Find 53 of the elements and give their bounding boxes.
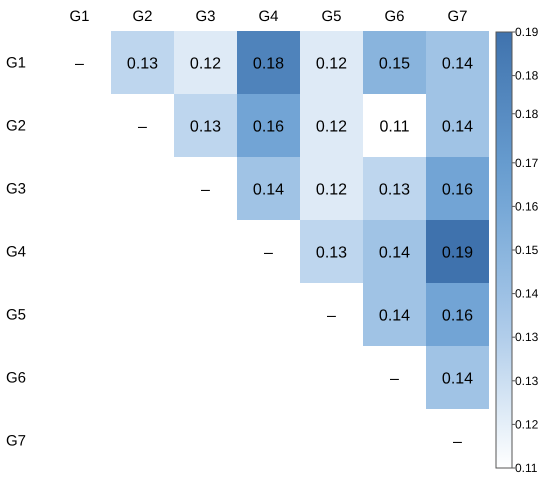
- y-tick-label: G4: [6, 244, 26, 260]
- text: –: [264, 244, 273, 262]
- x-tick-label: G3: [195, 8, 216, 25]
- data-label: 0.16: [442, 308, 474, 324]
- data-label: 0.12: [316, 118, 348, 136]
- data-label: 0.19: [442, 244, 474, 262]
- x-tick-label: G5: [321, 8, 342, 25]
- y-tick-label: G3: [6, 180, 26, 198]
- y-tick-label: G7: [6, 432, 26, 450]
- data-label: 0.16: [442, 182, 474, 198]
- data-label: 0.14: [378, 244, 410, 262]
- color-bar-label: 0.14: [515, 286, 539, 301]
- color-bar-label: 0.13: [515, 330, 539, 344]
- data-label: 0.13: [378, 182, 410, 198]
- color-bar-label: 0.19: [515, 25, 539, 39]
- data-label: 0.14: [442, 370, 474, 388]
- color-bar-label: 0.18: [515, 106, 539, 121]
- text: –: [138, 118, 147, 136]
- data-label: 0.15: [378, 56, 410, 72]
- color-bar-label: 0.11: [515, 461, 538, 475]
- color-bar-label: 0.12: [515, 417, 539, 432]
- data-label: 0.11: [380, 118, 410, 136]
- y-tick-label: G5: [6, 306, 26, 324]
- data-label: 0.14: [442, 118, 474, 136]
- data-label: 0.18: [252, 56, 284, 72]
- color-bar-label: 0.13: [515, 374, 539, 388]
- text: –: [390, 370, 399, 388]
- x-tick-label: G2: [132, 8, 153, 25]
- data-label: 0.12: [316, 182, 348, 198]
- color-bar-label: 0.18: [515, 68, 539, 83]
- y-tick-label: G6: [6, 370, 26, 386]
- x-tick-label: G1: [69, 8, 90, 25]
- x-tick-label: G6: [384, 8, 405, 25]
- color-bar-label: 0.17: [515, 156, 539, 170]
- color-bar-label: 0.15: [515, 243, 539, 257]
- text: –: [75, 56, 84, 72]
- data-label: 0.12: [190, 56, 222, 72]
- x-tick-label: G4: [258, 8, 279, 25]
- data-label: 0.13: [126, 56, 158, 72]
- text: –: [327, 308, 336, 324]
- text: –: [201, 182, 210, 198]
- x-tick-label: G7: [447, 8, 468, 25]
- color-bar-label: 0.16: [515, 199, 539, 214]
- data-label: 0.12: [316, 56, 348, 72]
- y-tick-label: G1: [6, 54, 26, 72]
- data-label: 0.16: [252, 118, 284, 136]
- data-label: 0.14: [442, 56, 474, 72]
- text: –: [453, 434, 462, 450]
- data-label: 0.14: [378, 308, 410, 324]
- data-label: 0.13: [316, 244, 348, 262]
- data-label: 0.14: [252, 182, 284, 198]
- y-tick-label: G2: [6, 118, 26, 134]
- data-label: 0.13: [190, 118, 222, 136]
